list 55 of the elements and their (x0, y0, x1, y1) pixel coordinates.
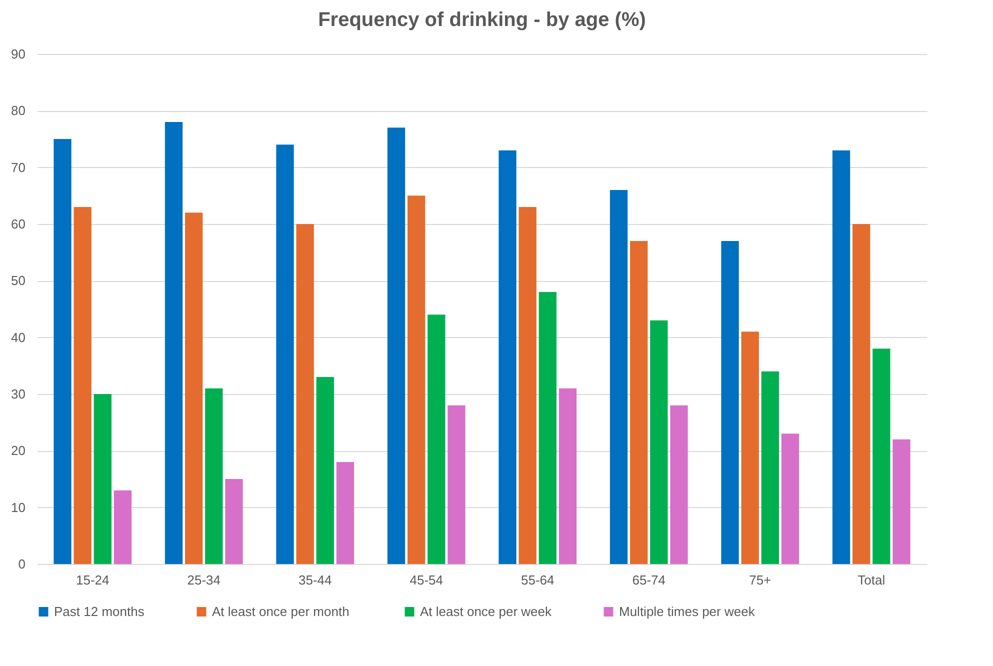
y-tick-label: 10 (11, 500, 26, 515)
y-tick-label: 20 (11, 443, 26, 458)
bar (892, 439, 910, 564)
bar (387, 128, 406, 564)
bar (650, 320, 668, 564)
x-tick-label: Total (858, 572, 886, 588)
y-tick-label: 50 (11, 273, 26, 288)
bar (630, 241, 648, 564)
bar (518, 207, 536, 564)
legend-label: Multiple times per week (619, 604, 756, 619)
chart-title: Frequency of drinking - by age (%) (318, 9, 646, 31)
x-tick-label: 65-74 (632, 572, 666, 588)
bar (538, 292, 556, 564)
legend-label: At least once per month (212, 604, 350, 619)
bar (721, 241, 739, 564)
y-tick-label: 60 (11, 216, 26, 232)
y-tick-label: 40 (11, 330, 26, 345)
bar (205, 388, 223, 564)
bar (781, 434, 800, 564)
bar (670, 405, 688, 564)
bar (872, 348, 890, 564)
bar (94, 394, 112, 564)
bar (498, 150, 516, 564)
bar (74, 207, 92, 564)
y-tick-label: 0 (18, 556, 26, 572)
bar (276, 144, 294, 564)
bar (428, 314, 446, 564)
bar (336, 462, 354, 564)
legend-label: Past 12 months (54, 604, 145, 619)
bar (296, 224, 314, 564)
y-tick-label: 70 (11, 160, 26, 175)
bar (610, 190, 628, 564)
bar (408, 196, 426, 564)
bar (316, 377, 334, 564)
bar (832, 150, 850, 564)
bar (114, 490, 132, 564)
x-tick-label: 55-64 (521, 572, 554, 588)
bar (741, 332, 759, 564)
y-tick-label: 80 (11, 103, 26, 118)
bar (448, 405, 466, 564)
bar (852, 224, 870, 564)
bar (185, 212, 203, 564)
x-tick-label: 45-54 (410, 572, 443, 588)
legend-label: At least once per week (420, 604, 552, 619)
bar (761, 371, 779, 564)
y-tick-label: 90 (11, 46, 26, 62)
bar (225, 479, 243, 564)
x-tick-label: 35-44 (298, 572, 332, 588)
bar (164, 122, 183, 564)
bar (558, 388, 577, 564)
x-tick-label: 75+ (749, 572, 772, 588)
x-tick-label: 15-24 (76, 572, 110, 588)
y-tick-label: 30 (11, 386, 26, 402)
bar (54, 139, 72, 564)
x-tick-label: 25-34 (187, 572, 220, 588)
